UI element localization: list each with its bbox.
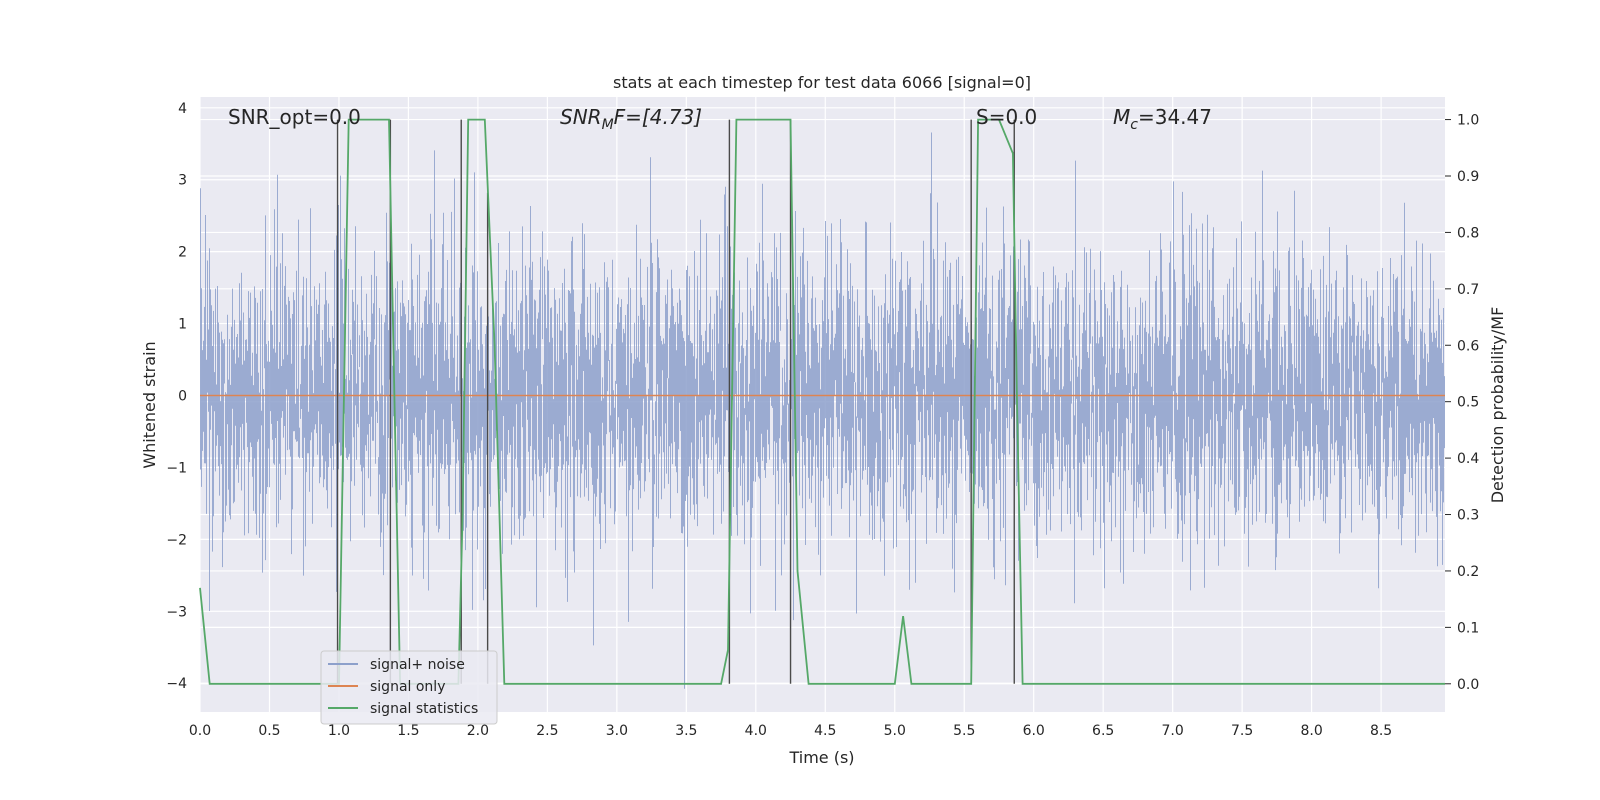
y-tick-label: 2 (178, 245, 187, 261)
legend-box (320, 650, 498, 725)
y2-tick-label: 0.2 (1457, 564, 1479, 580)
x-tick-label: 5.5 (953, 723, 975, 739)
y-tick-label: 4 (178, 101, 187, 117)
annotation-mc: Mc=34.47 (1113, 105, 1212, 133)
x-tick-label: 2.5 (536, 723, 558, 739)
x-tick-label: 7.5 (1231, 723, 1253, 739)
y2-tick-label: 0.7 (1457, 282, 1479, 298)
y2-tick-label: 1.0 (1457, 113, 1479, 129)
x-tick-label: 1.5 (397, 723, 419, 739)
x-tick-label: 0.0 (189, 723, 211, 739)
x-tick-label: 6.5 (1092, 723, 1114, 739)
y-tick-label: −3 (166, 604, 187, 620)
x-tick-label: 5.0 (884, 723, 906, 739)
legend-label-signal-only: signal only (370, 679, 445, 695)
y2-tick-label: 0.5 (1457, 395, 1479, 411)
x-tick-label: 8.5 (1370, 723, 1392, 739)
series-signal-plus-noise (200, 132, 1445, 689)
annotation-snr-mf: SNRMF=[4.73] (560, 105, 702, 133)
y2-axis-label: Detection probability/MF (1488, 307, 1507, 504)
x-tick-label: 3.0 (606, 723, 628, 739)
x-tick-label: 6.0 (1023, 723, 1045, 739)
chart-title: stats at each timestep for test data 606… (613, 73, 1031, 92)
y2-tick-label: 0.3 (1457, 508, 1479, 524)
x-tick-label: 0.5 (258, 723, 280, 739)
y2-tick-label: 0.4 (1457, 451, 1479, 467)
y2-tick-label: 0.8 (1457, 225, 1479, 241)
y2-axis-ticks: 0.0 0.1 0.2 0.3 0.4 0.5 0.6 0.7 0.8 0.9 1.0 (1445, 113, 1479, 693)
y-tick-label: −4 (166, 676, 187, 692)
y2-tick-label: 0.6 (1457, 338, 1479, 354)
y-tick-label: 0 (178, 389, 187, 405)
y-tick-label: 3 (178, 173, 187, 189)
legend: signal+ noise signal only signal statist… (320, 650, 498, 725)
x-tick-label: 1.0 (328, 723, 350, 739)
y2-tick-label: 0.1 (1457, 620, 1479, 636)
series-signal-statistics (199, 118, 1445, 685)
x-axis-ticks: 0.0 0.5 1.0 1.5 2.0 2.5 3.0 3.5 4.0 4.5 5.0 5.5 6.0 6… (189, 723, 1392, 739)
x-tick-label: 4.5 (814, 723, 836, 739)
x-tick-label: 4.0 (745, 723, 767, 739)
legend-label-signal-plus-noise: signal+ noise (370, 657, 465, 673)
y-tick-label: −1 (166, 460, 187, 476)
annotation-s: S=0.0 (976, 105, 1037, 129)
x-tick-label: 3.5 (675, 723, 697, 739)
y-axis-ticks: −4 −3 −2 −1 0 1 2 3 4 (166, 101, 187, 692)
y2-tick-label: 0.9 (1457, 169, 1479, 185)
x-tick-label: 8.0 (1300, 723, 1322, 739)
annotation-snr-opt: SNR_opt=0.0 (228, 105, 361, 129)
x-tick-label: 2.0 (467, 723, 489, 739)
signal-statistics-line (199, 118, 1445, 685)
y-tick-label: −2 (166, 532, 187, 548)
noise-trace (200, 132, 1445, 689)
x-tick-label: 7.0 (1162, 723, 1184, 739)
y-axis-label: Whitened strain (140, 341, 159, 468)
legend-label-signal-statistics: signal statistics (370, 701, 478, 717)
y2-tick-label: 0.0 (1457, 677, 1479, 693)
x-axis-label: Time (s) (788, 748, 854, 767)
y-tick-label: 1 (178, 317, 187, 333)
